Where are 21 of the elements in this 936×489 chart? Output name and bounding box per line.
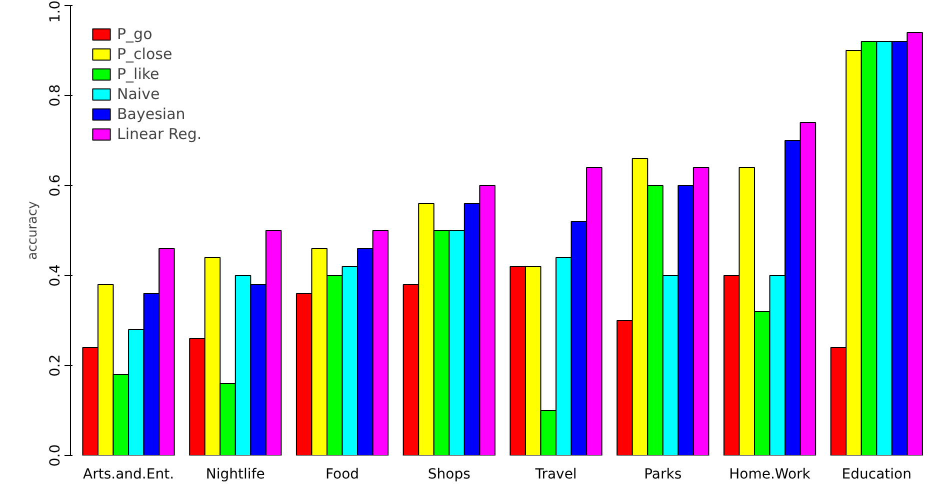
y-tick-label: 1.0 [48,0,64,23]
x-tick-label: Parks [644,466,682,482]
y-tick-label: 0.6 [48,174,64,197]
x-tick-label: Travel [534,466,577,482]
y-axis-title: accuracy [26,200,40,260]
y-tick-label: 0.0 [48,444,64,467]
legend-label: Linear Reg. [117,125,202,143]
x-tick-label: Home.Work [729,466,812,482]
x-tick-label: Shops [428,466,470,482]
legend-label: P_go [117,25,152,43]
legend-label: Bayesian [117,105,186,123]
y-tick-label: 0.8 [48,84,64,107]
x-tick-label: Education [842,466,912,482]
legend-label: Naive [117,85,160,103]
legend-label: P_close [117,45,172,63]
x-tick-label: Arts.and.Ent. [83,466,174,482]
y-tick-label: 0.2 [48,354,64,377]
legend-label: P_like [117,65,160,83]
x-tick-label: Food [325,466,360,482]
y-tick-label: 0.4 [48,264,64,287]
x-tick-label: Nightlife [206,466,265,482]
